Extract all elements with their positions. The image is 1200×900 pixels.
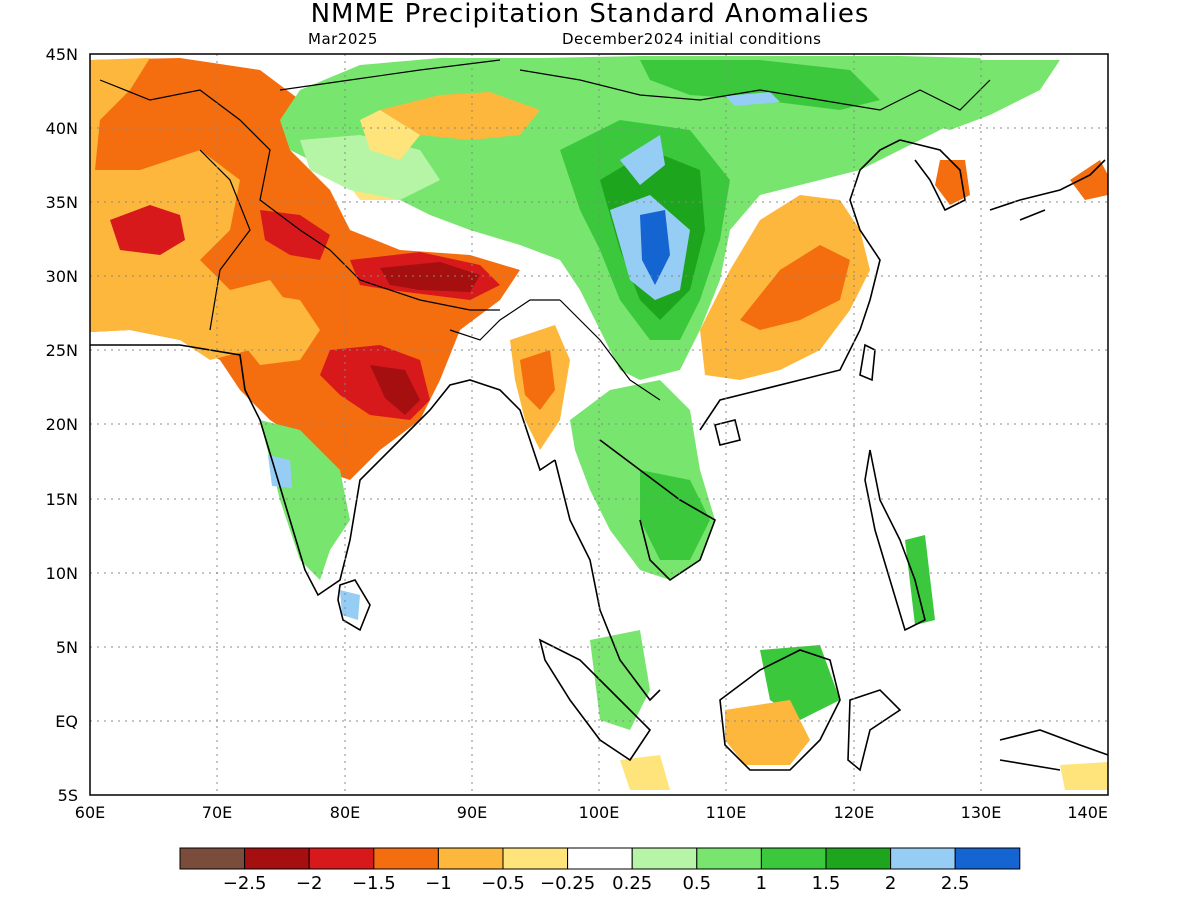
korea-coast	[899, 139, 966, 212]
colorbar-label: −0.5	[481, 873, 525, 894]
colorbar-label: 1	[756, 873, 767, 894]
lon-tick-label: 100E	[579, 803, 620, 822]
hainan-coast	[714, 419, 741, 446]
initial-conditions: December2024 initial conditions	[562, 30, 821, 48]
colorbar-label: 1.5	[812, 873, 841, 894]
lat-tick-label: 20N	[46, 415, 78, 434]
colorbar-label: 0.5	[682, 873, 711, 894]
coastlines	[90, 59, 1108, 772]
wet-sri-lanka	[340, 590, 360, 620]
colorbar-swatch	[825, 847, 892, 870]
lat-axis: 45N 40N 35N 30N 25N 20N 15N 10N 5N EQ 5S	[46, 45, 78, 805]
lat-tick-label: 35N	[46, 193, 78, 212]
colorbar-swatch	[373, 847, 439, 870]
colorbar-label: 2	[885, 873, 896, 894]
forecast-month: Mar2025	[308, 30, 378, 48]
very-strong-dry-himalaya	[380, 262, 480, 292]
borneo-coast	[719, 649, 841, 771]
colorbar-label: −2	[296, 873, 323, 894]
colorbar-swatch	[179, 847, 246, 870]
lon-tick-label: 110E	[706, 803, 747, 822]
extreme-wet-china	[640, 210, 670, 285]
very-wet-china-north	[620, 135, 665, 185]
figure-title: NMME Precipitation Standard Anomalies	[311, 0, 870, 29]
lon-axis: 60E 70E 80E 90E 100E 110E 120E 130E 140E	[75, 803, 1108, 822]
gridlines	[90, 54, 1108, 795]
philippines-coast	[864, 449, 926, 632]
colorbar-swatch	[308, 847, 375, 870]
sumatra-coast	[538, 638, 652, 762]
very-strong-dry-india	[370, 365, 420, 415]
lat-tick-label: 10N	[46, 564, 78, 583]
india-coast	[90, 344, 556, 597]
colorbar: −2.5 −2 −1.5 −1 −0.5 −0.25 0.25 0.5 1 1.5 2 2.5	[179, 847, 1021, 894]
dry-new-guinea	[1060, 762, 1108, 790]
wet-sumatra	[590, 630, 650, 730]
lon-tick-label: 120E	[834, 803, 875, 822]
colorbar-label: −0.25	[540, 873, 595, 894]
colorbar-swatch	[437, 847, 504, 870]
anomaly-field	[90, 56, 1108, 790]
dry-japan	[1070, 160, 1108, 200]
colorbar-label: −2.5	[223, 873, 267, 894]
strong-dry-afghanistan	[110, 205, 185, 255]
colorbar-swatch	[567, 847, 633, 870]
dry-myanmar-core	[520, 350, 555, 410]
lon-tick-label: 90E	[457, 803, 487, 822]
lat-tick-label: 30N	[46, 267, 78, 286]
moderate-dry-india	[240, 290, 320, 365]
indochina-coast	[554, 139, 901, 702]
taiwan-coast	[859, 343, 876, 382]
lat-tick-label: 15N	[46, 490, 78, 509]
slight-dry-tarim	[360, 110, 420, 160]
colorbar-swatch	[502, 847, 569, 870]
new-guinea-coast	[999, 729, 1108, 771]
wet-manchuria	[900, 60, 1060, 130]
colorbar-swatch	[954, 847, 1021, 870]
colorbar-swatch	[890, 847, 956, 870]
colorbar-label: 2.5	[941, 873, 970, 894]
lat-tick-label: 40N	[46, 119, 78, 138]
border-lines	[99, 59, 991, 401]
dry-southeast-china-core	[740, 245, 850, 330]
colorbar-label: −1.5	[352, 873, 396, 894]
colorbar-swatch	[244, 847, 310, 870]
colorbar-swatch	[760, 847, 827, 870]
lon-tick-label: 60E	[75, 803, 105, 822]
wet-indochina-core	[640, 470, 710, 560]
wet-philippines	[905, 535, 935, 625]
lon-tick-label: 130E	[961, 803, 1002, 822]
strong-dry-pakistan	[260, 210, 330, 260]
lat-tick-label: 5S	[58, 786, 78, 805]
colorbar-label: 0.25	[612, 873, 652, 894]
lat-tick-label: 45N	[46, 45, 78, 64]
wet-mongolia-core	[640, 60, 880, 110]
lon-tick-label: 70E	[202, 803, 232, 822]
wet-borneo-north	[760, 645, 840, 720]
lat-tick-label: 5N	[56, 638, 78, 657]
lat-tick-label: 25N	[46, 341, 78, 360]
map-frame	[89, 53, 1109, 796]
lon-tick-label: 80E	[330, 803, 360, 822]
sri-lanka-coast	[337, 579, 371, 632]
moderate-dry-west	[90, 58, 300, 360]
dry-korea	[935, 160, 970, 205]
map-panel	[89, 53, 1109, 796]
colorbar-swatch	[631, 847, 698, 870]
lat-tick-label: EQ	[55, 712, 78, 731]
sulawesi-coast	[847, 689, 902, 772]
japan-coast	[989, 159, 1106, 221]
colorbar-swatch	[696, 847, 762, 870]
colorbar-label: −1	[425, 873, 452, 894]
lon-tick-label: 140E	[1067, 803, 1108, 822]
dry-borneo	[725, 700, 810, 765]
very-wet-mongolia	[725, 92, 780, 106]
dry-java	[620, 755, 670, 790]
very-wet-west-india	[268, 455, 292, 488]
